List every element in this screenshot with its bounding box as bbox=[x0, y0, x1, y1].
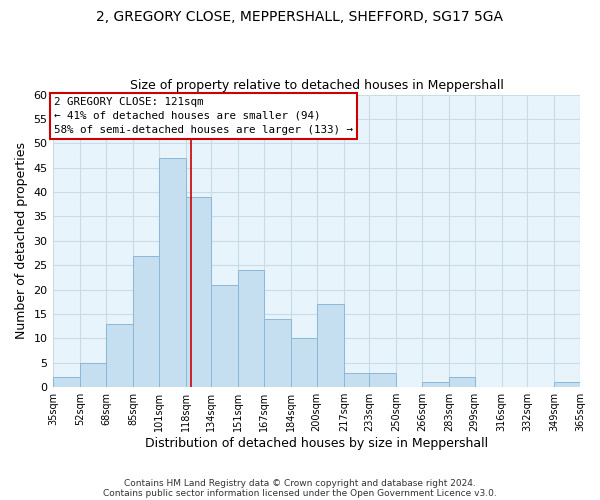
Bar bbox=[80, 363, 106, 387]
X-axis label: Distribution of detached houses by size in Meppershall: Distribution of detached houses by size … bbox=[145, 437, 488, 450]
Text: Contains HM Land Registry data © Crown copyright and database right 2024.: Contains HM Land Registry data © Crown c… bbox=[124, 478, 476, 488]
Text: 2 GREGORY CLOSE: 121sqm
← 41% of detached houses are smaller (94)
58% of semi-de: 2 GREGORY CLOSE: 121sqm ← 41% of detache… bbox=[54, 97, 353, 135]
Text: Contains public sector information licensed under the Open Government Licence v3: Contains public sector information licen… bbox=[103, 488, 497, 498]
Bar bbox=[158, 158, 186, 387]
Bar bbox=[291, 338, 317, 387]
Text: 2, GREGORY CLOSE, MEPPERSHALL, SHEFFORD, SG17 5GA: 2, GREGORY CLOSE, MEPPERSHALL, SHEFFORD,… bbox=[97, 10, 503, 24]
Bar bbox=[106, 324, 133, 387]
Bar bbox=[211, 285, 238, 387]
Bar bbox=[133, 256, 158, 387]
Bar bbox=[554, 382, 580, 387]
Bar bbox=[422, 382, 449, 387]
Bar bbox=[53, 378, 80, 387]
Bar bbox=[369, 372, 397, 387]
Bar bbox=[186, 197, 211, 387]
Bar bbox=[238, 270, 264, 387]
Bar bbox=[344, 372, 369, 387]
Bar bbox=[264, 319, 291, 387]
Title: Size of property relative to detached houses in Meppershall: Size of property relative to detached ho… bbox=[130, 79, 503, 92]
Bar bbox=[449, 378, 475, 387]
Bar bbox=[317, 304, 344, 387]
Y-axis label: Number of detached properties: Number of detached properties bbox=[15, 142, 28, 340]
